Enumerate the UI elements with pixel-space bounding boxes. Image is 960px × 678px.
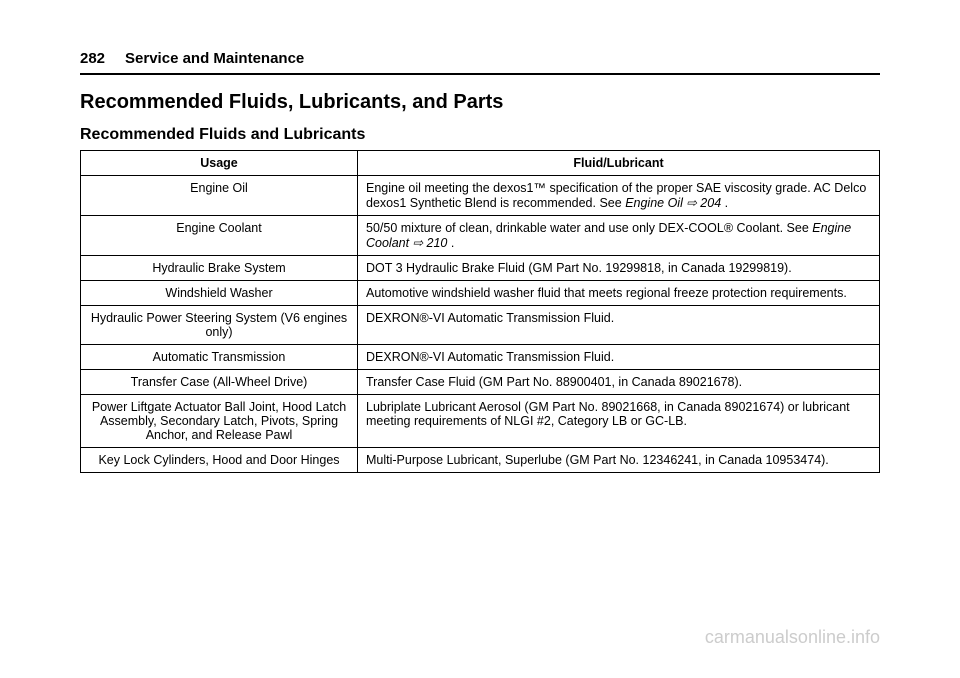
fluid-text: Transfer Case Fluid (GM Part No. 8890040… (366, 375, 742, 389)
cell-fluid: Multi-Purpose Lubricant, Superlube (GM P… (358, 448, 880, 473)
cell-fluid: Lubriplate Lubricant Aerosol (GM Part No… (358, 395, 880, 448)
cell-fluid: Transfer Case Fluid (GM Part No. 8890040… (358, 370, 880, 395)
cell-usage: Hydraulic Brake System (81, 256, 358, 281)
col-fluid: Fluid/Lubricant (358, 151, 880, 176)
fluids-table: Usage Fluid/Lubricant Engine Oil Engine … (80, 150, 880, 473)
table-row: Transfer Case (All-Wheel Drive) Transfer… (81, 370, 880, 395)
cell-fluid: DEXRON®-VI Automatic Transmission Fluid. (358, 306, 880, 345)
col-usage: Usage (81, 151, 358, 176)
fluid-text: Multi-Purpose Lubricant, Superlube (GM P… (366, 453, 829, 467)
cell-usage: Engine Oil (81, 176, 358, 216)
cell-usage: Hydraulic Power Steering System (V6 engi… (81, 306, 358, 345)
cell-usage: Transfer Case (All-Wheel Drive) (81, 370, 358, 395)
fluid-text: Engine oil meeting the dexos1™ specifica… (366, 181, 866, 210)
page-header: 282 Service and Maintenance (80, 50, 880, 75)
fluid-cross-ref: ⇨ 204 (683, 196, 721, 210)
cell-usage: Automatic Transmission (81, 345, 358, 370)
table-row: Engine Oil Engine oil meeting the dexos1… (81, 176, 880, 216)
cell-fluid: Automotive windshield washer fluid that … (358, 281, 880, 306)
fluid-text: DOT 3 Hydraulic Brake Fluid (GM Part No.… (366, 261, 792, 275)
cell-usage: Engine Coolant (81, 216, 358, 256)
table-row: Hydraulic Brake System DOT 3 Hydraulic B… (81, 256, 880, 281)
table-row: Power Liftgate Actuator Ball Joint, Hood… (81, 395, 880, 448)
fluid-text: DEXRON®-VI Automatic Transmission Fluid. (366, 311, 614, 325)
fluid-ref: Engine Oil (625, 196, 683, 210)
cell-fluid: Engine oil meeting the dexos1™ specifica… (358, 176, 880, 216)
table-header-row: Usage Fluid/Lubricant (81, 151, 880, 176)
fluid-text: 50/50 mixture of clean, drinkable water … (366, 221, 812, 235)
cell-usage: Power Liftgate Actuator Ball Joint, Hood… (81, 395, 358, 448)
cell-fluid: DEXRON®-VI Automatic Transmission Fluid. (358, 345, 880, 370)
page-number: 282 (80, 50, 105, 67)
cell-usage: Key Lock Cylinders, Hood and Door Hinges (81, 448, 358, 473)
table-row: Key Lock Cylinders, Hood and Door Hinges… (81, 448, 880, 473)
fluid-text: Lubriplate Lubricant Aerosol (GM Part No… (366, 400, 850, 428)
page-container: 282 Service and Maintenance Recommended … (0, 0, 960, 513)
cell-fluid: DOT 3 Hydraulic Brake Fluid (GM Part No.… (358, 256, 880, 281)
page-title: Recommended Fluids, Lubricants, and Part… (80, 91, 880, 114)
table-row: Automatic Transmission DEXRON®-VI Automa… (81, 345, 880, 370)
table-row: Windshield Washer Automotive windshield … (81, 281, 880, 306)
fluid-cross-ref: ⇨ 210 (409, 236, 447, 250)
fluid-text-post: . (721, 196, 728, 210)
table-row: Engine Coolant 50/50 mixture of clean, d… (81, 216, 880, 256)
cell-usage: Windshield Washer (81, 281, 358, 306)
section-title: Service and Maintenance (125, 50, 304, 67)
fluid-text-post: . (447, 236, 454, 250)
fluid-text: DEXRON®-VI Automatic Transmission Fluid. (366, 350, 614, 364)
table-row: Hydraulic Power Steering System (V6 engi… (81, 306, 880, 345)
fluid-text: Automotive windshield washer fluid that … (366, 286, 847, 300)
cell-fluid: 50/50 mixture of clean, drinkable water … (358, 216, 880, 256)
page-subtitle: Recommended Fluids and Lubricants (80, 126, 880, 144)
watermark: carmanualsonline.info (705, 627, 880, 648)
